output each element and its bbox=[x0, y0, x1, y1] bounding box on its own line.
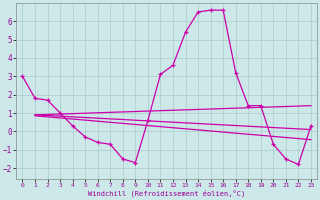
X-axis label: Windchill (Refroidissement éolien,°C): Windchill (Refroidissement éolien,°C) bbox=[88, 190, 245, 197]
